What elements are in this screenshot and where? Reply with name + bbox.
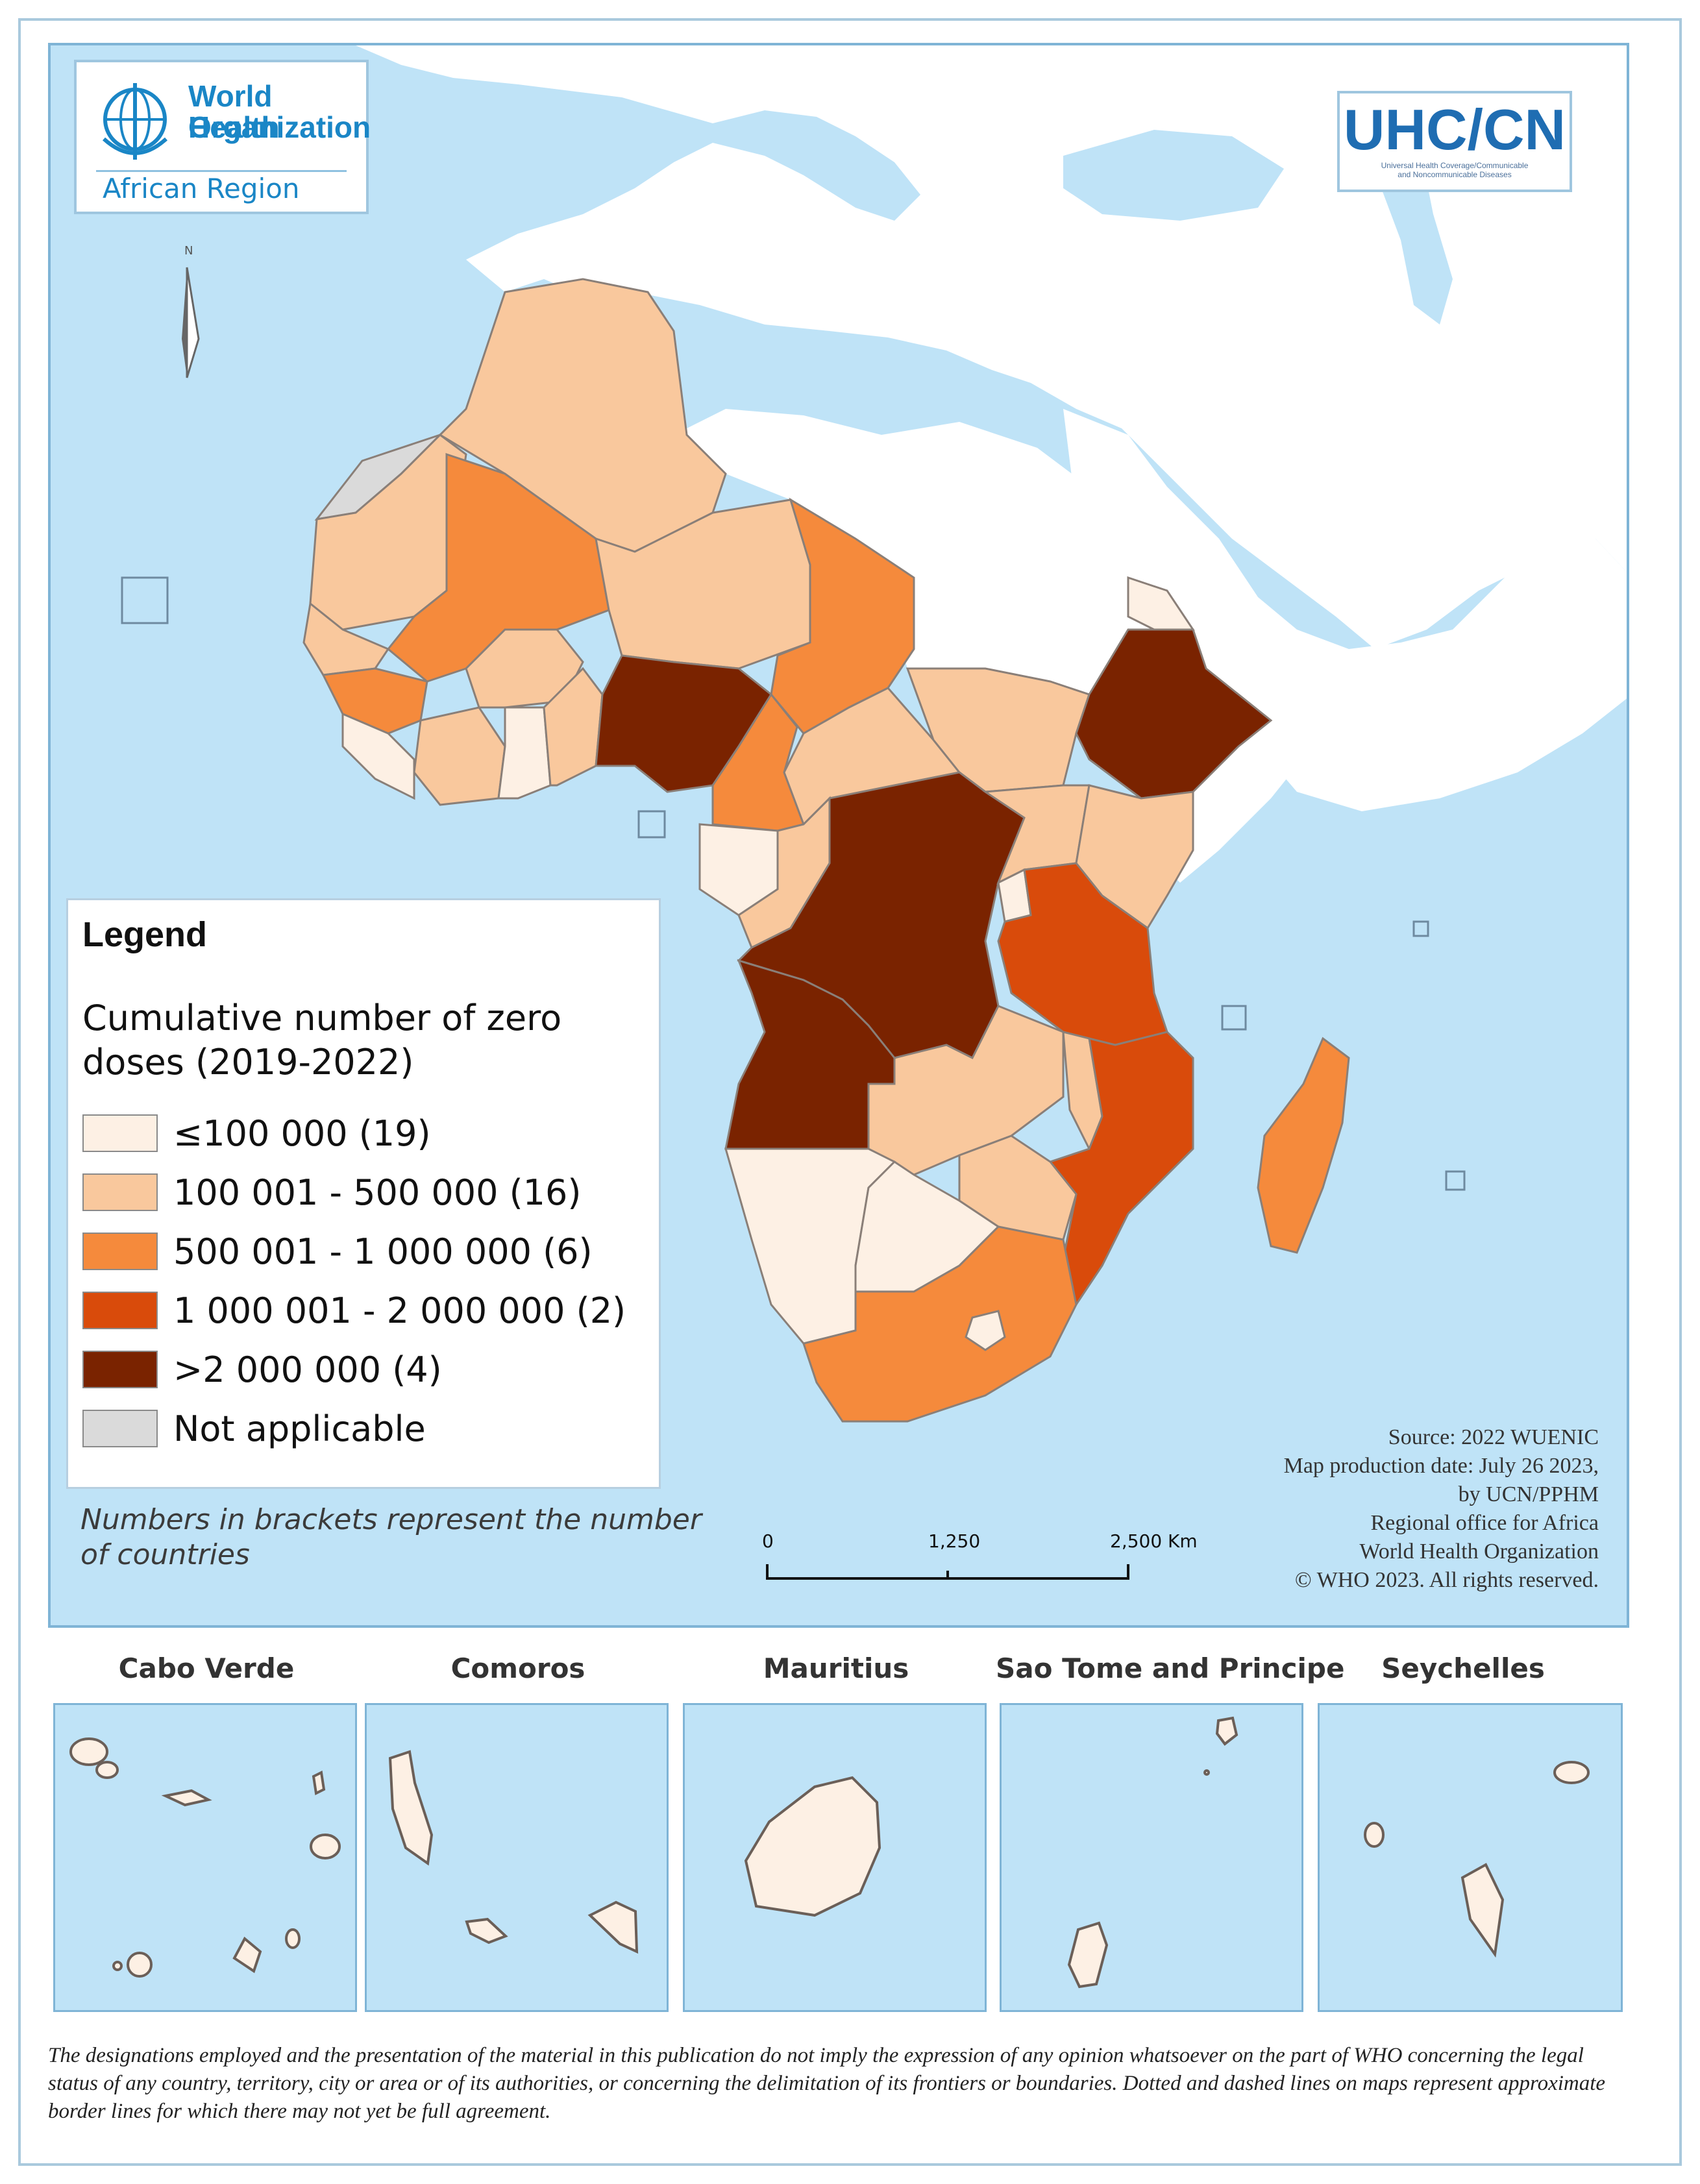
inset-comoros <box>365 1703 669 2012</box>
uhc-title: UHC/CN <box>1343 97 1566 162</box>
source-line: © WHO 2023. All rights reserved. <box>1294 1568 1599 1592</box>
uhc-subtitle-line1: Universal Health Coverage/Communicable <box>1381 161 1529 170</box>
comoros-islands <box>388 1750 639 1954</box>
inset-title-seychelles: Seychelles <box>1381 1652 1545 1684</box>
legend-note-line2: of countries <box>80 1538 250 1571</box>
mauritius-marker <box>1445 1170 1466 1191</box>
legend-swatch <box>82 1233 158 1270</box>
inset-seychelles <box>1318 1703 1623 2012</box>
black-sea <box>1063 130 1284 221</box>
who-logo: World Health Organization African Region <box>74 60 371 214</box>
cabo-verde-islands <box>69 1737 341 1978</box>
region-south-sudan <box>905 667 1090 793</box>
legend-swatch <box>82 1410 158 1447</box>
uhc-logo: UHC/CN Universal Health Coverage/Communi… <box>1337 91 1572 192</box>
who-name-line2: Organization <box>188 110 371 144</box>
eurasia-land <box>356 45 1627 649</box>
arabia-land <box>1063 409 1627 811</box>
region-south-africa <box>802 1225 1078 1423</box>
legend-swatch <box>82 1173 158 1211</box>
source-line: by UCN/PPHM <box>1458 1482 1599 1506</box>
legend-label: 100 001 - 500 000 (16) <box>173 1172 582 1213</box>
seychelles-islands <box>1364 1761 1590 1958</box>
who-region-label: African Region <box>103 173 300 204</box>
scale-label: 1,250 <box>928 1530 981 1552</box>
north-arrow-icon: N <box>182 244 200 378</box>
source-line: Regional office for Africa <box>1370 1511 1599 1535</box>
legend-note-line1: Numbers in brackets represent the number <box>80 1503 702 1536</box>
legend-swatch <box>82 1114 158 1152</box>
scale-bar: 0 1,250 2,500 Km <box>762 1530 1198 1604</box>
scale-bar-graphic <box>766 1564 1129 1580</box>
inset-title-mauritius: Mauritius <box>763 1652 909 1684</box>
legend-label: >2 000 000 (4) <box>173 1349 442 1390</box>
region-madagascar <box>1257 1037 1350 1254</box>
legend-swatch <box>82 1292 158 1329</box>
seychelles-marker <box>1412 920 1429 937</box>
legend-title-line2: doses (2019-2022) <box>82 1042 414 1083</box>
inset-cabo-verde <box>53 1703 357 2012</box>
legend-title-line1: Cumulative number of zero <box>82 998 562 1038</box>
uhc-subtitle: Universal Health Coverage/Communicable a… <box>1350 161 1559 179</box>
scale-label: 0 <box>762 1530 774 1552</box>
region-ghana <box>497 706 552 800</box>
scale-label: 2,500 Km <box>1110 1530 1198 1552</box>
region-cote-divoire <box>413 706 506 806</box>
sao-tome-marker <box>637 810 666 839</box>
inset-sao-tome <box>1000 1703 1303 2012</box>
legend-label: 1 000 001 - 2 000 000 (2) <box>173 1290 626 1331</box>
source-line: Source: 2022 WUENIC <box>1388 1425 1599 1449</box>
source-line: World Health Organization <box>1359 1540 1599 1564</box>
uhc-subtitle-line2: and Noncommunicable Diseases <box>1398 170 1512 179</box>
legend: Legend Cumulative number of zero doses (… <box>66 898 661 1489</box>
who-name-line1: World Health <box>188 79 280 144</box>
region-guinea <box>321 667 428 735</box>
inset-title-cabo-verde: Cabo Verde <box>118 1652 295 1684</box>
legend-heading: Legend <box>82 915 208 954</box>
disclaimer: The designations employed and the presen… <box>48 2044 1606 2123</box>
region-sierra-leone-liberia <box>341 712 415 800</box>
who-divider <box>96 170 347 172</box>
north-africa-other <box>674 409 1206 707</box>
who-emblem-icon <box>102 83 168 160</box>
inset-title-sao-tome: Sao Tome and Principe <box>996 1652 1345 1684</box>
source-line: Map production date: July 26 2023, <box>1283 1454 1599 1478</box>
region-ethiopia <box>1075 628 1273 800</box>
legend-label: Not applicable <box>173 1408 426 1449</box>
cabo-verde-marker <box>121 576 169 624</box>
inset-title-comoros: Comoros <box>450 1652 585 1684</box>
legend-swatch <box>82 1351 158 1388</box>
legend-label: 500 001 - 1 000 000 (6) <box>173 1231 593 1272</box>
comoros-marker <box>1221 1005 1247 1031</box>
legend-label: ≤100 000 (19) <box>173 1113 431 1154</box>
somalia-land <box>1148 656 1349 883</box>
inset-mauritius <box>683 1703 987 2012</box>
mauritius-island <box>744 1776 881 1917</box>
sao-tome-islands <box>1067 1716 1238 1989</box>
region-lesotho <box>965 1310 1006 1351</box>
north-label: N <box>184 244 193 258</box>
